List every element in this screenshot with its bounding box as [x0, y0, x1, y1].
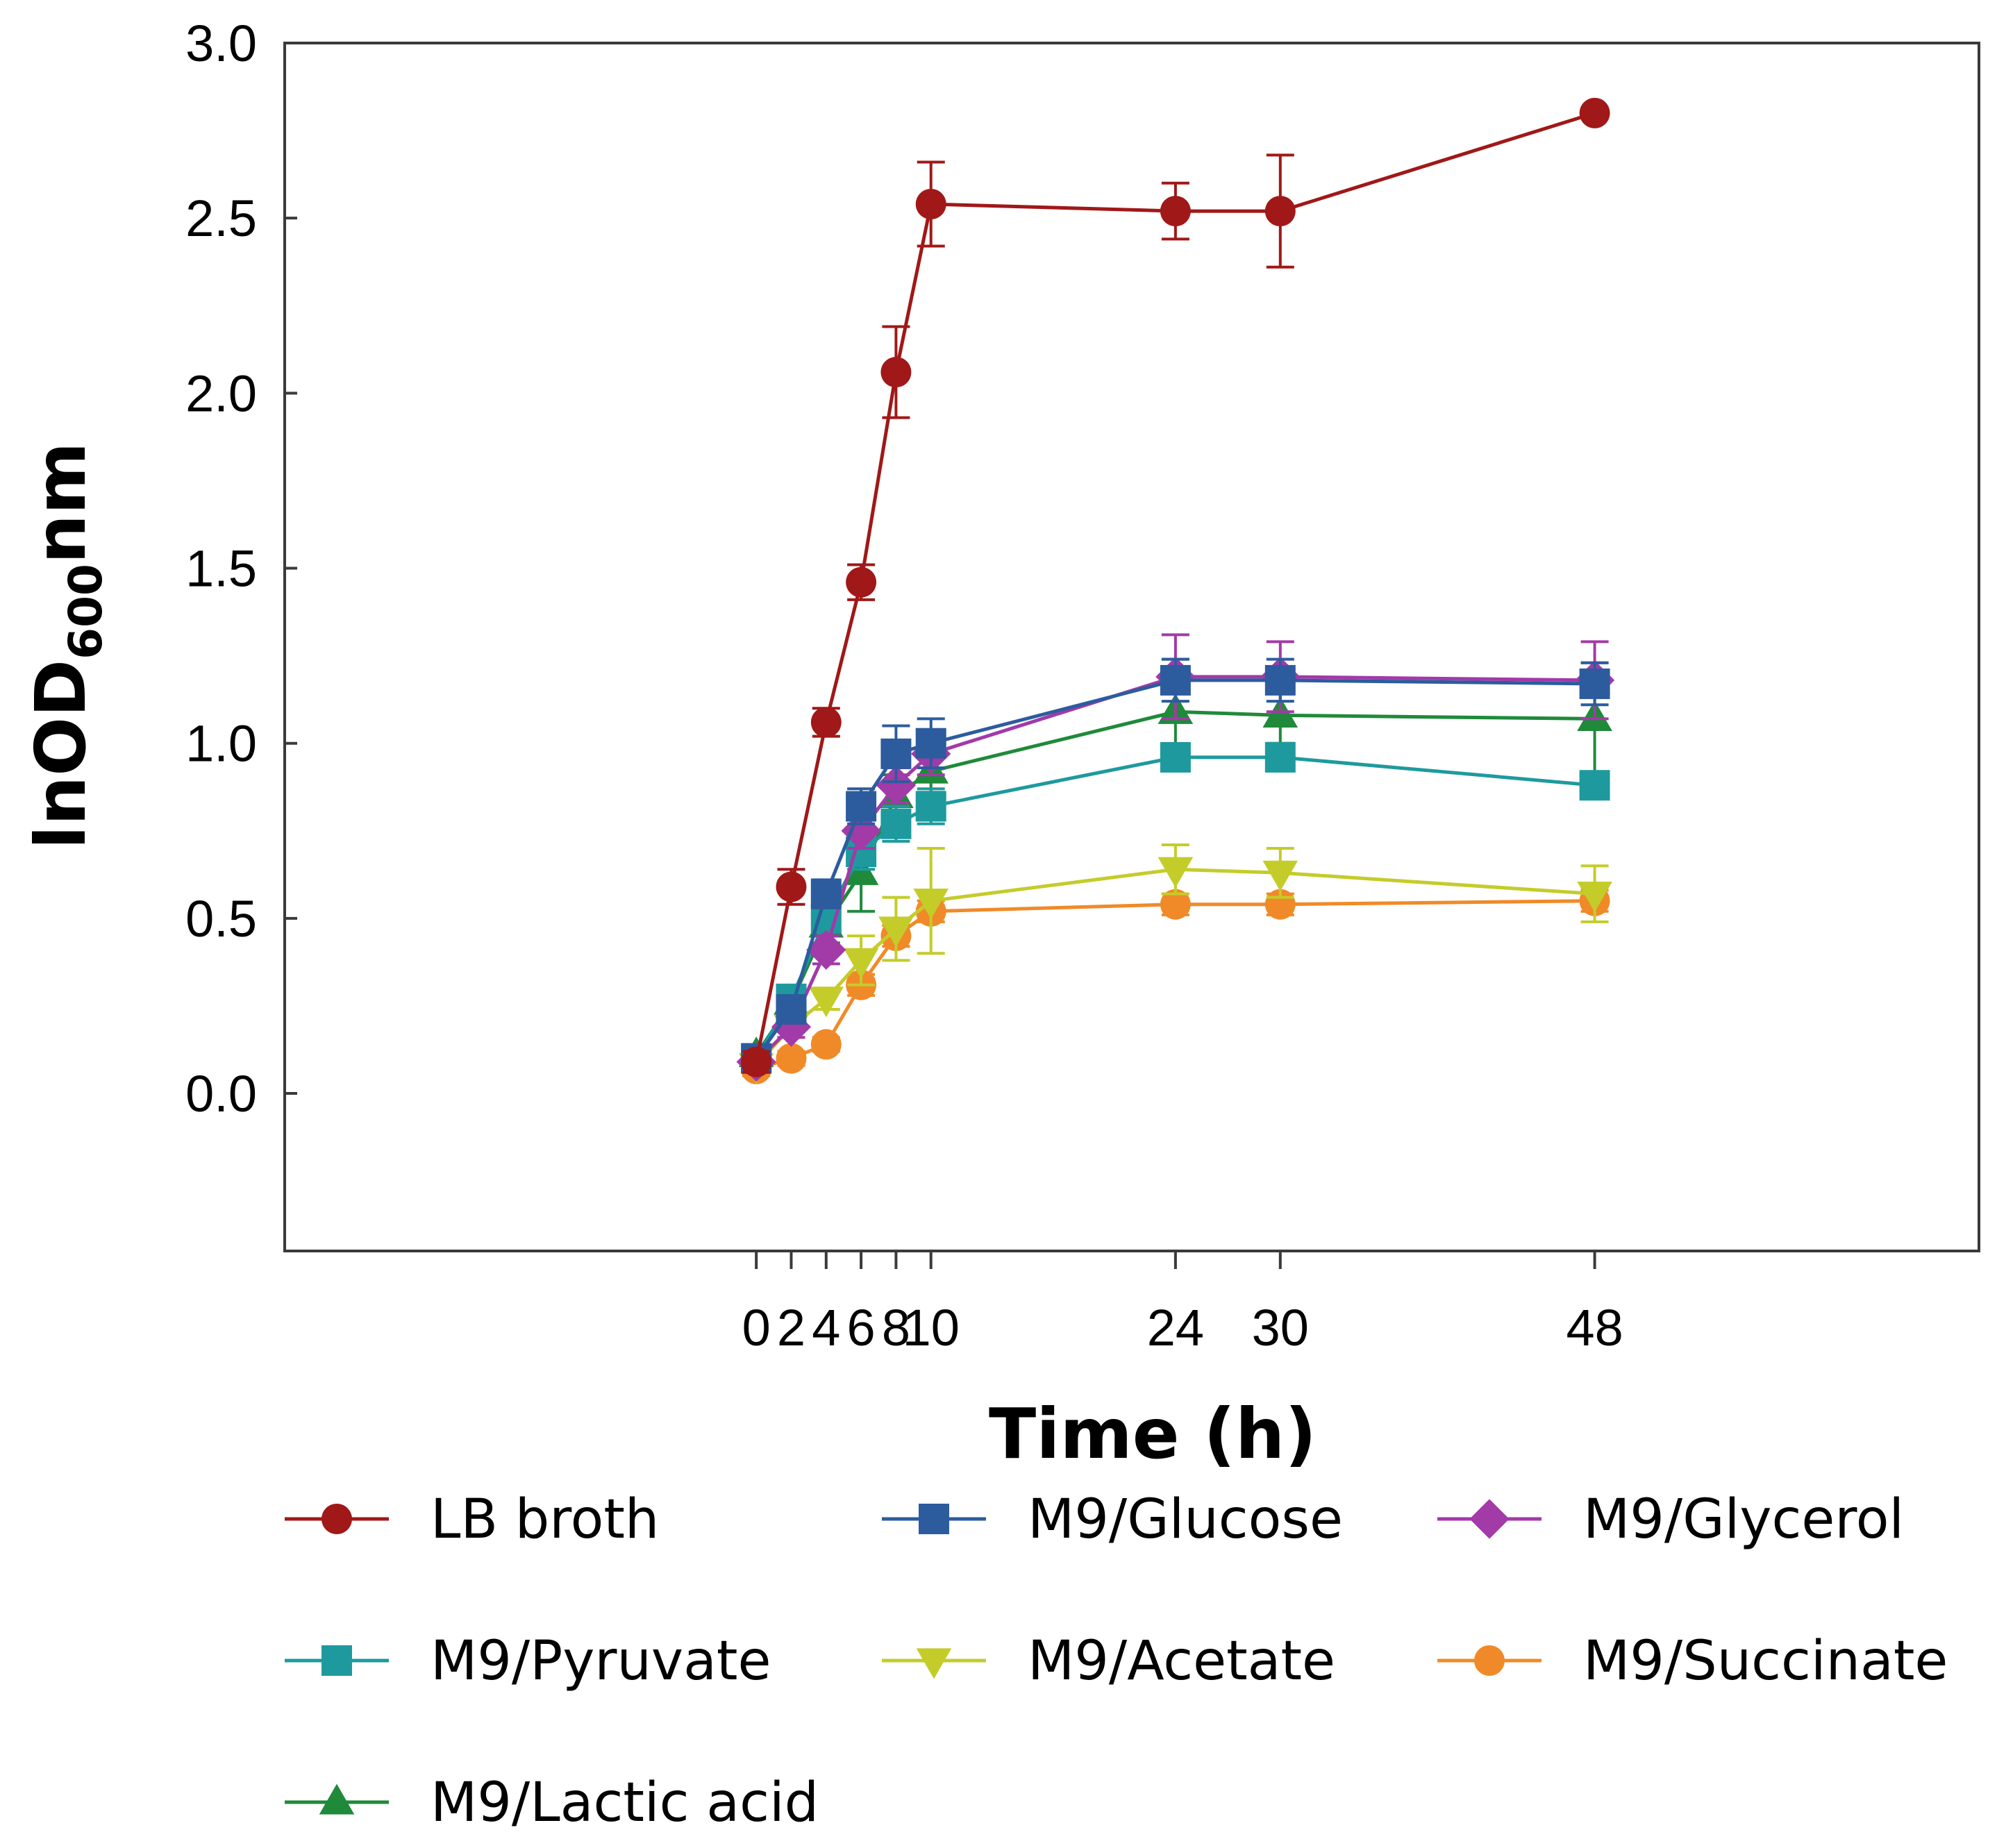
- y-tick-label-3.0: 3.0: [185, 15, 257, 72]
- y-axis-title: lnOD600nm: [20, 442, 112, 850]
- x-tick-label-48: 48: [1566, 1299, 1623, 1356]
- data-point: [1160, 196, 1191, 227]
- legend-label: LB broth: [431, 1488, 659, 1551]
- data-point: [1160, 741, 1191, 773]
- y-axis-title-suffix: nm: [20, 442, 101, 564]
- data-point: [843, 948, 879, 979]
- x-tick-label-6: 6: [847, 1299, 876, 1356]
- plot-frame: [283, 42, 1980, 1252]
- legend: LB broth M9/Glucose M9/Glycerol M9/Pyruvate…: [285, 1488, 1948, 1834]
- data-point: [880, 808, 912, 839]
- y-tick-label-0.0: 0.0: [185, 1065, 257, 1123]
- data-point: [1160, 664, 1191, 696]
- data-point: [913, 889, 949, 920]
- legend-marker: [916, 1648, 952, 1679]
- legend-marker: [919, 1504, 949, 1534]
- data-point: [810, 707, 842, 738]
- legend-item-m9-glucose: M9/Glucose: [882, 1488, 1343, 1551]
- legend-item-lb-broth: LB broth: [285, 1488, 659, 1551]
- legend-marker: [1469, 1499, 1510, 1539]
- legend-label: M9/Glycerol: [1583, 1488, 1904, 1551]
- y-tick-label-2.5: 2.5: [185, 190, 257, 247]
- data-point: [1577, 881, 1612, 912]
- legend-label: M9/Lactic acid: [431, 1772, 819, 1834]
- data-point: [1158, 857, 1194, 888]
- legend-label: M9/Pyruvate: [431, 1630, 771, 1692]
- data-point: [741, 1046, 772, 1077]
- series-line-m9-succinate: [755, 899, 1595, 1071]
- series-lb-broth: [741, 97, 1610, 1077]
- data-point: [1579, 668, 1610, 699]
- data-point: [1262, 860, 1298, 891]
- data-point: [810, 878, 842, 909]
- series-m9-acetate: [738, 843, 1612, 1084]
- legend-label: M9/Acetate: [1028, 1630, 1335, 1692]
- legend-item-m9-lactic-acid: M9/Lactic acid: [285, 1772, 819, 1834]
- data-point: [810, 1029, 842, 1060]
- legend-item-m9-pyruvate: M9/Pyruvate: [285, 1630, 771, 1692]
- data-point: [776, 994, 807, 1025]
- legend-item-m9-glycerol: M9/Glycerol: [1437, 1488, 1904, 1551]
- legend-marker: [319, 1783, 355, 1815]
- legend-marker: [1474, 1645, 1505, 1676]
- data-point: [1579, 97, 1610, 128]
- x-tick-label-30: 30: [1252, 1299, 1309, 1356]
- legend-item-m9-acetate: M9/Acetate: [882, 1630, 1335, 1692]
- x-axis-title: Time (h): [989, 1393, 1317, 1475]
- data-point: [808, 986, 844, 1018]
- x-tick-label-24: 24: [1147, 1299, 1204, 1356]
- x-tick-label-2: 2: [777, 1299, 805, 1356]
- y-tick-label-0.5: 0.5: [185, 890, 257, 948]
- x-tick-label-0: 0: [742, 1299, 771, 1356]
- data-point: [846, 566, 877, 598]
- y-tick-label-1.5: 1.5: [185, 540, 257, 598]
- data-point: [880, 357, 912, 388]
- data-point: [846, 791, 877, 822]
- x-tick-label-8: 8: [882, 1299, 910, 1356]
- legend-marker: [321, 1504, 352, 1534]
- data-point: [876, 765, 917, 805]
- series-layer: [736, 97, 1615, 1084]
- y-tick-label-1.0: 1.0: [185, 715, 257, 773]
- data-point: [806, 930, 846, 970]
- data-point: [880, 738, 912, 769]
- data-point: [878, 916, 914, 948]
- legend-label: M9/Succinate: [1583, 1630, 1948, 1692]
- y-axis-title-main: lnOD: [20, 660, 101, 850]
- y-tick-label-2.0: 2.0: [185, 364, 257, 422]
- data-point: [915, 189, 946, 219]
- data-point: [776, 1043, 807, 1074]
- data-point: [776, 871, 807, 902]
- data-point: [915, 728, 946, 759]
- data-point: [1264, 741, 1296, 773]
- x-axis: 0 2 4 6 810 24 30 48: [742, 1251, 1623, 1356]
- data-point: [1264, 664, 1296, 696]
- data-point: [1264, 196, 1296, 227]
- data-point: [1579, 770, 1610, 801]
- legend-marker: [321, 1645, 352, 1676]
- y-axis-title-subscript: 600: [59, 564, 112, 660]
- legend-label: M9/Glucose: [1028, 1488, 1343, 1551]
- x-tick-label-4: 4: [812, 1299, 840, 1356]
- data-point: [915, 791, 946, 822]
- legend-item-m9-succinate: M9/Succinate: [1437, 1630, 1948, 1692]
- y-axis: 0.0 0.5 1.0 1.5 2.0 2.5 3.0: [185, 15, 297, 1123]
- data-point: [1160, 889, 1191, 920]
- x-tick-label-10: 10: [903, 1299, 960, 1356]
